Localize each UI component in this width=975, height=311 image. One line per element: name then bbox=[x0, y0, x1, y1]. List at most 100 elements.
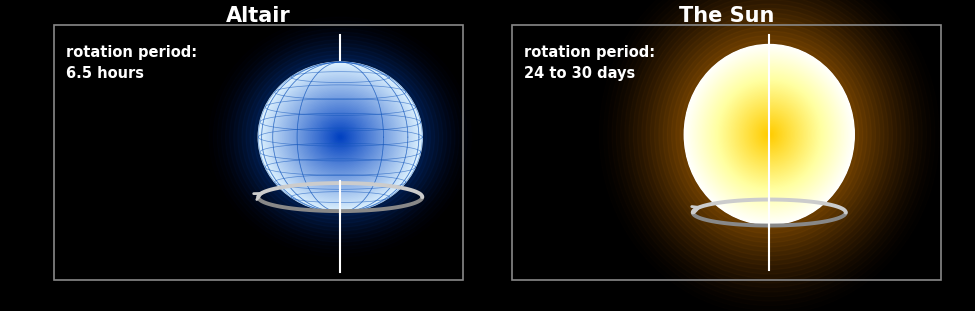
Ellipse shape bbox=[261, 65, 419, 210]
Ellipse shape bbox=[296, 97, 384, 177]
Ellipse shape bbox=[315, 114, 366, 160]
Ellipse shape bbox=[278, 80, 403, 194]
Ellipse shape bbox=[733, 97, 805, 172]
Ellipse shape bbox=[694, 55, 844, 214]
Ellipse shape bbox=[744, 108, 795, 161]
Ellipse shape bbox=[702, 64, 837, 205]
Ellipse shape bbox=[292, 92, 389, 182]
Ellipse shape bbox=[712, 74, 827, 195]
Ellipse shape bbox=[282, 83, 399, 191]
Ellipse shape bbox=[288, 89, 393, 185]
Ellipse shape bbox=[742, 106, 797, 163]
Ellipse shape bbox=[303, 103, 377, 171]
Ellipse shape bbox=[282, 84, 399, 190]
Ellipse shape bbox=[704, 66, 835, 203]
Ellipse shape bbox=[687, 48, 851, 221]
Ellipse shape bbox=[284, 85, 397, 189]
Ellipse shape bbox=[743, 106, 796, 163]
Ellipse shape bbox=[329, 127, 352, 148]
Ellipse shape bbox=[295, 96, 385, 178]
Ellipse shape bbox=[321, 120, 360, 155]
Ellipse shape bbox=[261, 65, 419, 209]
Ellipse shape bbox=[716, 78, 823, 191]
Ellipse shape bbox=[298, 98, 382, 176]
Ellipse shape bbox=[680, 40, 859, 229]
Ellipse shape bbox=[259, 63, 421, 211]
Ellipse shape bbox=[307, 106, 373, 168]
Ellipse shape bbox=[691, 52, 847, 217]
Ellipse shape bbox=[287, 88, 394, 187]
Ellipse shape bbox=[760, 126, 778, 144]
Ellipse shape bbox=[320, 118, 361, 156]
Ellipse shape bbox=[763, 128, 775, 141]
Ellipse shape bbox=[269, 72, 411, 202]
Ellipse shape bbox=[265, 68, 415, 206]
Ellipse shape bbox=[306, 106, 374, 168]
Ellipse shape bbox=[760, 125, 778, 144]
Ellipse shape bbox=[290, 91, 391, 183]
Ellipse shape bbox=[314, 113, 367, 161]
Text: Altair: Altair bbox=[226, 6, 291, 26]
Ellipse shape bbox=[293, 95, 387, 179]
Ellipse shape bbox=[321, 119, 360, 155]
Ellipse shape bbox=[753, 117, 786, 152]
Ellipse shape bbox=[272, 75, 409, 200]
Ellipse shape bbox=[694, 55, 844, 214]
Ellipse shape bbox=[758, 122, 781, 147]
Ellipse shape bbox=[270, 73, 410, 202]
Ellipse shape bbox=[747, 111, 792, 158]
Ellipse shape bbox=[719, 81, 820, 188]
Ellipse shape bbox=[697, 58, 841, 211]
Ellipse shape bbox=[309, 108, 371, 166]
Ellipse shape bbox=[278, 80, 403, 195]
Ellipse shape bbox=[277, 79, 404, 195]
Ellipse shape bbox=[280, 82, 401, 192]
Ellipse shape bbox=[264, 68, 416, 207]
Ellipse shape bbox=[695, 56, 843, 213]
Ellipse shape bbox=[732, 95, 806, 174]
Ellipse shape bbox=[246, 51, 435, 223]
Ellipse shape bbox=[764, 130, 774, 139]
Ellipse shape bbox=[737, 101, 801, 168]
Ellipse shape bbox=[708, 69, 831, 200]
Ellipse shape bbox=[700, 61, 838, 208]
Ellipse shape bbox=[738, 101, 800, 168]
Ellipse shape bbox=[761, 127, 777, 142]
Ellipse shape bbox=[327, 125, 354, 150]
Ellipse shape bbox=[312, 111, 369, 163]
Ellipse shape bbox=[298, 99, 382, 175]
Ellipse shape bbox=[730, 93, 808, 176]
Ellipse shape bbox=[328, 125, 353, 149]
Ellipse shape bbox=[722, 85, 816, 184]
Ellipse shape bbox=[308, 108, 372, 166]
Ellipse shape bbox=[768, 133, 770, 136]
Ellipse shape bbox=[263, 67, 417, 208]
Ellipse shape bbox=[258, 62, 422, 212]
Ellipse shape bbox=[695, 57, 843, 212]
Ellipse shape bbox=[726, 89, 812, 180]
Ellipse shape bbox=[322, 120, 359, 154]
Ellipse shape bbox=[727, 90, 811, 179]
Ellipse shape bbox=[715, 76, 824, 193]
Ellipse shape bbox=[250, 55, 431, 220]
Ellipse shape bbox=[686, 47, 852, 222]
Ellipse shape bbox=[735, 99, 803, 170]
Ellipse shape bbox=[742, 105, 797, 164]
Ellipse shape bbox=[302, 103, 378, 171]
Ellipse shape bbox=[292, 93, 388, 181]
Ellipse shape bbox=[766, 131, 772, 138]
Ellipse shape bbox=[701, 62, 838, 207]
Ellipse shape bbox=[289, 90, 392, 184]
Ellipse shape bbox=[318, 116, 363, 158]
Ellipse shape bbox=[336, 134, 344, 140]
Ellipse shape bbox=[330, 127, 351, 147]
Ellipse shape bbox=[751, 115, 788, 154]
Ellipse shape bbox=[725, 88, 813, 181]
Ellipse shape bbox=[743, 107, 796, 162]
Ellipse shape bbox=[279, 81, 402, 193]
Ellipse shape bbox=[332, 129, 349, 145]
Ellipse shape bbox=[312, 111, 369, 163]
Ellipse shape bbox=[254, 58, 426, 216]
Ellipse shape bbox=[746, 109, 793, 160]
Ellipse shape bbox=[689, 50, 849, 219]
